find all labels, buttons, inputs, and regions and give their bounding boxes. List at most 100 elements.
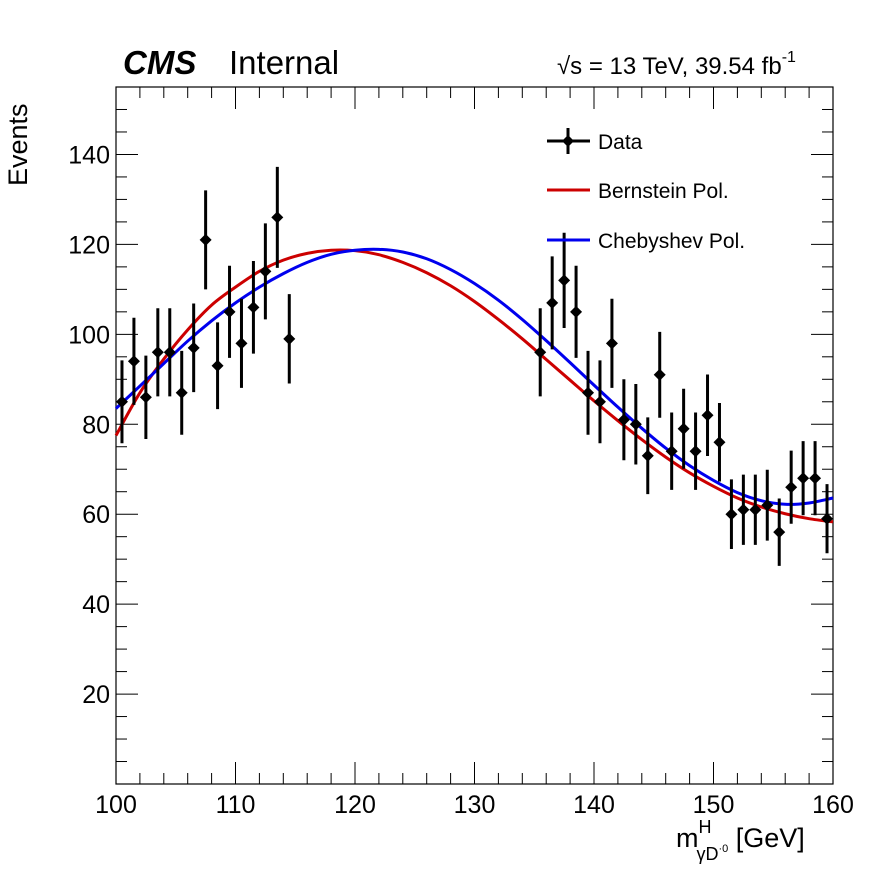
data-marker: [785, 481, 798, 494]
data-point: [725, 479, 738, 550]
data-marker: [582, 386, 595, 399]
experiment-label: CMS: [123, 44, 196, 81]
data-point: [139, 355, 152, 439]
data-point: [797, 441, 810, 516]
data-point: [259, 223, 272, 320]
y-tick-label: 60: [82, 501, 110, 529]
axis-ticks: [115, 86, 834, 784]
data-marker: [546, 296, 559, 309]
data-point: [773, 498, 786, 566]
data-marker: [593, 395, 606, 408]
data-marker: [127, 355, 140, 368]
data-marker: [163, 346, 176, 359]
legend-label: Chebyshev Pol.: [598, 230, 745, 253]
data-marker: [283, 332, 296, 345]
legend-entry: Bernstein Pol.: [547, 180, 729, 203]
data-marker: [534, 346, 547, 359]
data-marker: [199, 233, 212, 246]
data-marker: [677, 422, 690, 435]
data-marker: [689, 445, 702, 458]
data-marker: [797, 472, 810, 485]
data-marker: [809, 472, 822, 485]
data-marker: [605, 337, 618, 350]
data-marker: [187, 341, 200, 354]
data-marker: [641, 449, 654, 462]
data-marker: [713, 436, 726, 449]
data-point: [127, 317, 140, 405]
data-marker: [617, 413, 630, 426]
data-point: [821, 484, 834, 554]
data-marker: [558, 274, 571, 287]
data-marker: [115, 395, 128, 408]
data-marker: [701, 409, 714, 422]
data-point: [235, 298, 248, 388]
data-point: [761, 469, 774, 541]
x-tick-label: 160: [812, 791, 854, 819]
y-tick-label: 120: [68, 231, 110, 259]
x-tick-label: 130: [454, 791, 496, 819]
y-tick-label: 140: [68, 141, 110, 169]
y-tick-label: 80: [82, 411, 110, 439]
data-point: [809, 441, 822, 516]
data-point: [247, 261, 260, 354]
legend-entry: Data: [547, 128, 643, 154]
data-marker: [235, 337, 248, 350]
data-point: [677, 388, 690, 469]
data-point: [737, 474, 750, 545]
data-point: [570, 265, 583, 358]
x-tick-label: 110: [216, 791, 256, 819]
legend: Data Bernstein Pol. Chebyshev Pol.: [547, 128, 745, 253]
data-point: [271, 166, 284, 268]
x-tick-label: 120: [334, 791, 376, 819]
data-point: [617, 379, 630, 461]
bernstein-pol-curve: [114, 248, 834, 524]
data-point: [283, 294, 296, 384]
legend-label: Bernstein Pol.: [598, 180, 729, 203]
data-points: [115, 166, 834, 566]
chebyshev-pol-curve: [114, 247, 834, 506]
data-point: [665, 412, 678, 490]
data-marker: [749, 503, 762, 516]
x-tick-label: 150: [693, 791, 735, 819]
data-marker: [773, 526, 786, 539]
data-marker: [259, 265, 272, 278]
status-label: Internal: [229, 44, 339, 81]
data-marker: [821, 512, 834, 525]
data-marker: [175, 386, 188, 399]
x-tick-label: 140: [573, 791, 615, 819]
data-point: [187, 303, 200, 393]
data-point: [593, 360, 606, 444]
fit-curves: [114, 247, 834, 524]
x-axis-title: mH γD·0 [GeV]: [676, 817, 805, 864]
data-point: [163, 308, 176, 397]
data-point: [701, 374, 714, 456]
y-tick-label: 100: [68, 321, 110, 349]
data-marker: [737, 503, 750, 516]
y-tick-label: 40: [82, 591, 110, 619]
legend-entry: Chebyshev Pol.: [547, 230, 745, 253]
data-point: [115, 360, 128, 444]
data-marker: [761, 499, 774, 512]
data-point: [713, 403, 726, 482]
data-point: [211, 322, 224, 410]
data-point: [546, 256, 559, 350]
data-marker: [653, 368, 666, 381]
data-point: [534, 308, 547, 397]
legend-marker: [562, 135, 574, 147]
lumi-label: √s = 13 TeV, 39.54 fb-1: [557, 49, 796, 80]
data-point: [223, 265, 236, 358]
data-point: [689, 412, 702, 490]
y-axis-title: Events: [3, 103, 33, 186]
data-point: [175, 350, 188, 435]
data-marker: [247, 301, 260, 314]
data-point: [605, 298, 618, 388]
data-marker: [570, 305, 583, 318]
data-marker: [151, 346, 164, 359]
data-point: [629, 384, 642, 465]
data-marker: [139, 391, 152, 404]
data-marker: [271, 211, 284, 224]
data-point: [749, 474, 762, 545]
x-tick-labels: 100 110 120 130 140 150 160: [95, 791, 854, 819]
data-point: [582, 350, 595, 435]
